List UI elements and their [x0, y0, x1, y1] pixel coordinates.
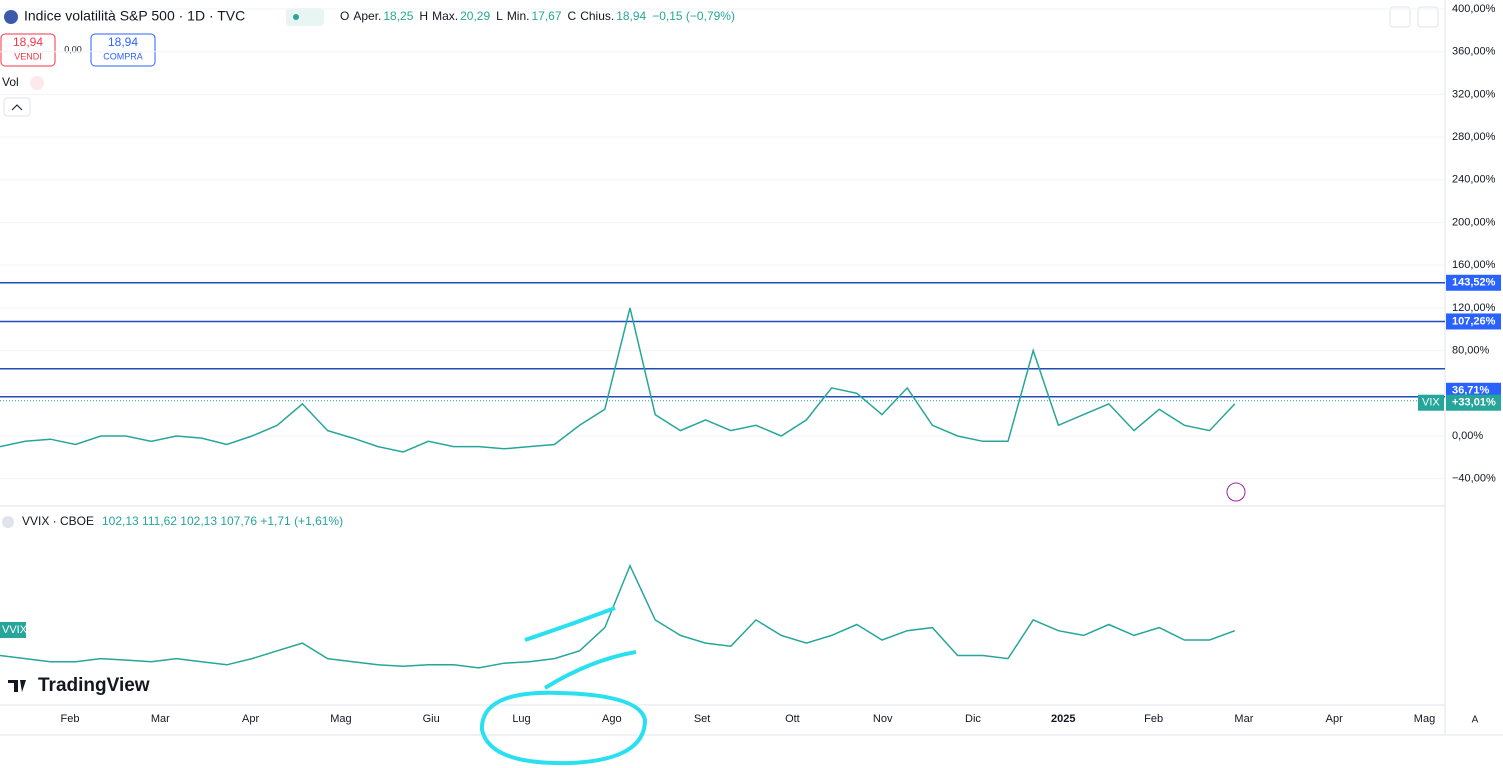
x-tick-label: Mag: [330, 713, 351, 725]
y-tick-label: 240,00%: [1452, 174, 1496, 186]
plot: 400,00% 360,00% 320,00% 280,00% 240,00% 200,0…: [0, 3, 1501, 725]
warning-icon: [30, 76, 44, 90]
y-tick-label: 120,00%: [1452, 302, 1496, 314]
x-tick-label: Apr: [242, 713, 259, 725]
status-pill[interactable]: [286, 8, 324, 26]
spread: 0,00: [64, 44, 82, 54]
ohlc-value: 18,94: [616, 9, 646, 23]
vvix-badge: [0, 622, 26, 638]
level-badge: [1446, 313, 1501, 330]
x-tick-label: Set: [694, 713, 711, 725]
ohlc-label: Min.: [507, 9, 530, 23]
vvix-icon: [2, 516, 14, 528]
level-label: 36,71%: [1452, 385, 1490, 397]
symbol-label: VIX: [1422, 397, 1440, 409]
x-tick-label: Giu: [423, 713, 440, 725]
y-tick-label: 200,00%: [1452, 216, 1496, 228]
x-tick-label: Lug: [512, 713, 530, 725]
x-tick-label: Mar: [151, 713, 170, 725]
ohlc-label: Aper.: [353, 9, 381, 23]
ohlc-value: 18,25: [383, 9, 413, 23]
hand-annotation: [479, 606, 648, 766]
symbol-badge: [1418, 394, 1444, 411]
sell-price: 18,94: [13, 35, 43, 49]
ohlc-value: 17,67: [531, 9, 561, 23]
x-tick-label: Apr: [1326, 713, 1343, 725]
series-line: [0, 307, 1236, 453]
y-tick-label: −40,00%: [1452, 473, 1496, 485]
x-tick-label: Dic: [965, 713, 981, 725]
sell-label: VENDI: [14, 51, 42, 61]
x-tick-label: Feb: [1144, 713, 1163, 725]
x-tick-label: Nov: [873, 713, 893, 725]
ohlc-key: H: [419, 9, 428, 23]
refresh-button[interactable]: [1417, 6, 1439, 28]
sub-legend-values: 102,13 111,62 102,13 107,76 +1,71 (+1,61…: [102, 514, 343, 528]
logo: TradingView: [38, 675, 150, 696]
y-tick-label: 160,00%: [1452, 259, 1496, 271]
ohlc-label: Chius.: [580, 9, 614, 23]
level-label: 143,52%: [1452, 277, 1496, 289]
title: Indice volatilità S&P 500 · 1D · TVC: [24, 8, 245, 24]
x-tick-label: Mar: [1234, 713, 1253, 725]
buy-label: COMPRA: [103, 51, 143, 61]
ohlc: O Aper. 18,25 H Max. 20,29 L Min. 17,67 C Chius. 18…: [340, 9, 735, 23]
auto-scale[interactable]: A: [1472, 715, 1479, 726]
y-tick-label: 280,00%: [1452, 131, 1496, 143]
current-badge: [1446, 394, 1501, 411]
y-tick-label: 320,00%: [1452, 88, 1496, 100]
level-label: 107,26%: [1452, 315, 1496, 327]
buy-price: 18,94: [108, 35, 138, 49]
ohlc-key: O: [340, 9, 349, 23]
series-line: [0, 563, 1236, 669]
ohlc-label: Max.: [432, 9, 458, 23]
x-tick-label: Feb: [61, 713, 80, 725]
y-tick-label: 360,00%: [1452, 46, 1496, 58]
status-dot: [293, 14, 299, 20]
current-label: +33,01%: [1452, 397, 1496, 409]
sub-legend: VVIX · CBOE: [22, 514, 94, 528]
y-tick-label: 80,00%: [1452, 344, 1490, 356]
x-tick-label: Ago: [602, 713, 622, 725]
level-badge: [1446, 274, 1501, 291]
collapse-button[interactable]: [3, 97, 31, 117]
buy-button[interactable]: [90, 33, 156, 67]
flag-icon: [4, 10, 18, 24]
chevron: [11, 104, 23, 111]
sell-button[interactable]: [0, 33, 56, 67]
logo-icon: [8, 680, 26, 692]
y-tick-label: 0,00%: [1452, 430, 1483, 442]
y-tick-label: 400,00%: [1452, 3, 1496, 15]
vvix-badge-text: VVIX: [2, 624, 28, 636]
ohlc-value: 20,29: [460, 9, 490, 23]
down-button[interactable]: [1389, 6, 1411, 28]
ohlc-change: −0,15 (−0,79%): [652, 9, 735, 23]
ohlc-key: C: [568, 9, 577, 23]
x-tick-label: 2025: [1051, 713, 1075, 725]
volume-label: Vol: [2, 75, 19, 89]
lightning-icon[interactable]: [1226, 482, 1246, 502]
ohlc-key: L: [496, 9, 503, 23]
x-tick-label: Ott: [785, 713, 800, 725]
x-tick-label: Mag: [1414, 713, 1435, 725]
